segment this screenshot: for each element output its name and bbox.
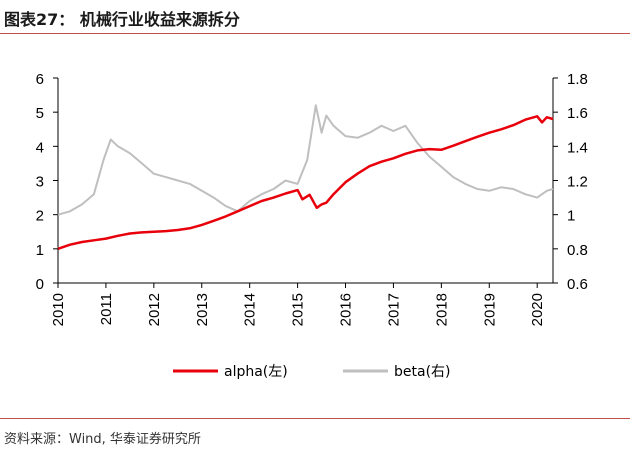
series-layer: [57, 104, 554, 250]
source-note: 资料来源：Wind, 华泰证券研究所: [4, 432, 201, 447]
y-right-tick-label: 1.4: [567, 139, 588, 156]
y-left-tick-label: 6: [36, 71, 44, 88]
x-tick-label: 2011: [98, 293, 115, 325]
x-tick-label: 2019: [481, 293, 498, 326]
legend: alpha(左) beta(右): [173, 364, 451, 380]
x-tick-label: 2016: [338, 293, 355, 326]
x-tick-label: 2010: [50, 293, 67, 326]
axes-layer: 0 1 2 3 4 5 6 0.6 0.8 1 1.2 1.4 1.6 1.8 2010 2011 2012 20…: [36, 71, 588, 326]
x-tick-label: 2013: [194, 293, 211, 326]
legend-alpha-label: alpha(左): [224, 364, 288, 380]
y-right-tick-label: 0.8: [567, 242, 588, 259]
y-left-tick-label: 0: [36, 276, 44, 293]
legend-beta-label: beta(右): [394, 364, 451, 380]
x-tick-label: 2017: [385, 293, 402, 326]
y-right-tick-label: 1.6: [567, 105, 588, 122]
y-left-tick-label: 3: [36, 174, 44, 191]
chart: 0 1 2 3 4 5 6 0.6 0.8 1 1.2 1.4 1.6 1.8 2010 2011 2012 20…: [36, 71, 588, 380]
x-tick-label: 2015: [290, 293, 307, 326]
y-left-tick-label: 5: [36, 105, 44, 122]
x-tick-label: 2020: [529, 293, 546, 326]
y-right-tick-label: 1.2: [567, 174, 588, 191]
title-rule: [0, 33, 630, 34]
x-tick-label: 2014: [242, 293, 259, 326]
y-right-tick-label: 1.8: [567, 71, 588, 88]
beta-series-line: [57, 104, 554, 216]
title-bar: 图表27： 机械行业收益来源拆分: [0, 0, 635, 34]
y-left-tick-label: 2: [36, 208, 44, 225]
x-tick-label: 2018: [433, 293, 450, 326]
alpha-series-line: [57, 115, 554, 250]
y-left-tick-label: 4: [36, 139, 44, 156]
y-right-tick-label: 0.6: [567, 276, 588, 293]
figure-title: 图表27： 机械行业收益来源拆分: [4, 10, 240, 29]
y-left-tick-label: 1: [36, 242, 44, 259]
x-tick-label: 2012: [146, 293, 163, 326]
y-right-tick-label: 1: [567, 208, 575, 225]
footer-rule: [0, 418, 630, 419]
